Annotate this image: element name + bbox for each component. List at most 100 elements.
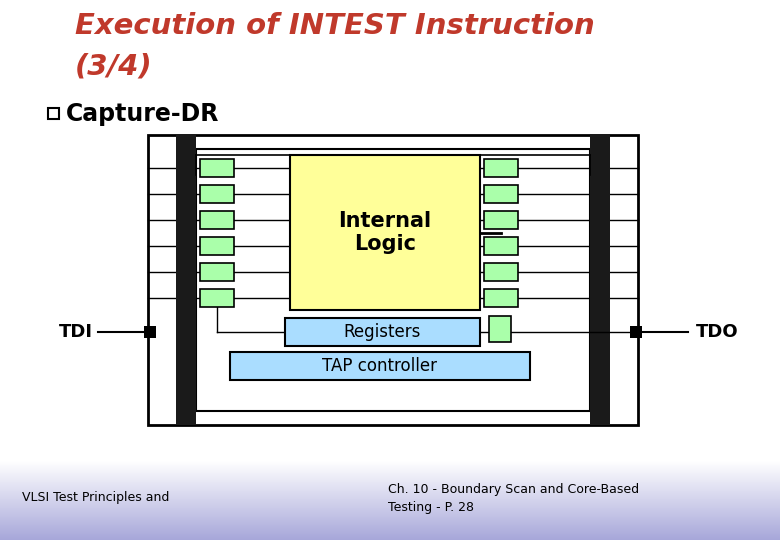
Bar bbox=[0, 515, 780, 517]
Bar bbox=[285, 318, 480, 346]
Text: VLSI Test Principles and: VLSI Test Principles and bbox=[22, 491, 169, 504]
Bar bbox=[484, 237, 518, 255]
Bar bbox=[0, 478, 780, 480]
Bar bbox=[0, 493, 780, 495]
Text: TAP controller: TAP controller bbox=[322, 357, 438, 375]
Bar bbox=[0, 509, 780, 511]
Bar bbox=[0, 532, 780, 534]
Bar bbox=[0, 484, 780, 486]
Bar bbox=[0, 499, 780, 501]
Bar bbox=[0, 522, 780, 524]
Bar bbox=[200, 185, 234, 203]
Bar bbox=[630, 326, 642, 338]
Bar bbox=[0, 486, 780, 488]
Bar bbox=[0, 467, 780, 469]
Bar bbox=[0, 494, 780, 496]
Bar bbox=[144, 326, 156, 338]
Bar bbox=[0, 496, 780, 498]
Bar bbox=[0, 514, 780, 516]
Bar bbox=[0, 472, 780, 474]
Bar bbox=[0, 495, 780, 497]
Bar bbox=[200, 159, 234, 177]
Bar bbox=[0, 481, 780, 483]
Text: (3/4): (3/4) bbox=[75, 52, 153, 80]
Bar bbox=[0, 461, 780, 463]
Bar bbox=[200, 289, 234, 307]
Bar bbox=[0, 475, 780, 477]
Bar bbox=[0, 479, 780, 481]
Bar bbox=[0, 497, 780, 499]
Bar bbox=[0, 477, 780, 479]
Bar bbox=[0, 469, 780, 471]
Bar bbox=[0, 506, 780, 508]
Bar bbox=[0, 508, 780, 510]
Bar bbox=[484, 263, 518, 281]
Bar bbox=[0, 505, 780, 507]
Text: TDO: TDO bbox=[696, 323, 739, 341]
Bar bbox=[0, 533, 780, 535]
Bar bbox=[0, 535, 780, 537]
Bar bbox=[0, 470, 780, 472]
Text: Ch. 10 - Boundary Scan and Core-Based: Ch. 10 - Boundary Scan and Core-Based bbox=[388, 483, 639, 496]
Bar bbox=[0, 539, 780, 540]
Bar bbox=[0, 480, 780, 482]
Bar bbox=[0, 530, 780, 532]
Bar bbox=[0, 490, 780, 492]
Bar bbox=[0, 473, 780, 475]
Bar bbox=[0, 483, 780, 485]
Bar bbox=[0, 491, 780, 493]
Bar bbox=[0, 521, 780, 523]
Bar bbox=[0, 517, 780, 519]
Bar bbox=[0, 488, 780, 490]
Bar bbox=[200, 263, 234, 281]
Bar bbox=[200, 211, 234, 229]
Bar bbox=[0, 538, 780, 540]
Bar bbox=[0, 512, 780, 514]
Bar bbox=[0, 485, 780, 487]
Bar bbox=[0, 513, 780, 515]
Bar bbox=[0, 476, 780, 478]
Bar bbox=[0, 464, 780, 466]
Text: TDI: TDI bbox=[59, 323, 93, 341]
Bar bbox=[0, 507, 780, 509]
Bar bbox=[0, 527, 780, 529]
Bar bbox=[48, 108, 59, 119]
Bar bbox=[0, 502, 780, 504]
Bar bbox=[0, 492, 780, 494]
Text: Internal
Logic: Internal Logic bbox=[339, 211, 431, 254]
Bar bbox=[0, 526, 780, 528]
Bar bbox=[489, 316, 511, 342]
Bar bbox=[0, 471, 780, 473]
Bar bbox=[0, 474, 780, 476]
Bar bbox=[590, 135, 610, 425]
Bar bbox=[176, 135, 196, 425]
Bar bbox=[230, 352, 530, 380]
Bar bbox=[0, 501, 780, 503]
Bar bbox=[290, 155, 480, 310]
Bar bbox=[0, 498, 780, 500]
Bar bbox=[484, 159, 518, 177]
Bar bbox=[0, 534, 780, 536]
Text: Testing - P. 28: Testing - P. 28 bbox=[388, 502, 474, 515]
Bar bbox=[484, 289, 518, 307]
Bar bbox=[0, 482, 780, 484]
Bar bbox=[484, 211, 518, 229]
Bar bbox=[0, 504, 780, 506]
Bar bbox=[0, 465, 780, 467]
Bar bbox=[0, 468, 780, 470]
Bar bbox=[0, 510, 780, 512]
Bar bbox=[0, 487, 780, 489]
Bar bbox=[0, 466, 780, 468]
Bar bbox=[0, 500, 780, 502]
Bar bbox=[0, 462, 780, 464]
Bar bbox=[0, 537, 780, 539]
Bar bbox=[0, 525, 780, 527]
Bar bbox=[484, 185, 518, 203]
Text: Capture-DR: Capture-DR bbox=[66, 102, 219, 125]
Bar bbox=[0, 520, 780, 522]
Bar bbox=[0, 523, 780, 525]
Bar bbox=[0, 528, 780, 530]
Text: Registers: Registers bbox=[344, 323, 421, 341]
Bar bbox=[0, 516, 780, 518]
Bar bbox=[0, 524, 780, 526]
